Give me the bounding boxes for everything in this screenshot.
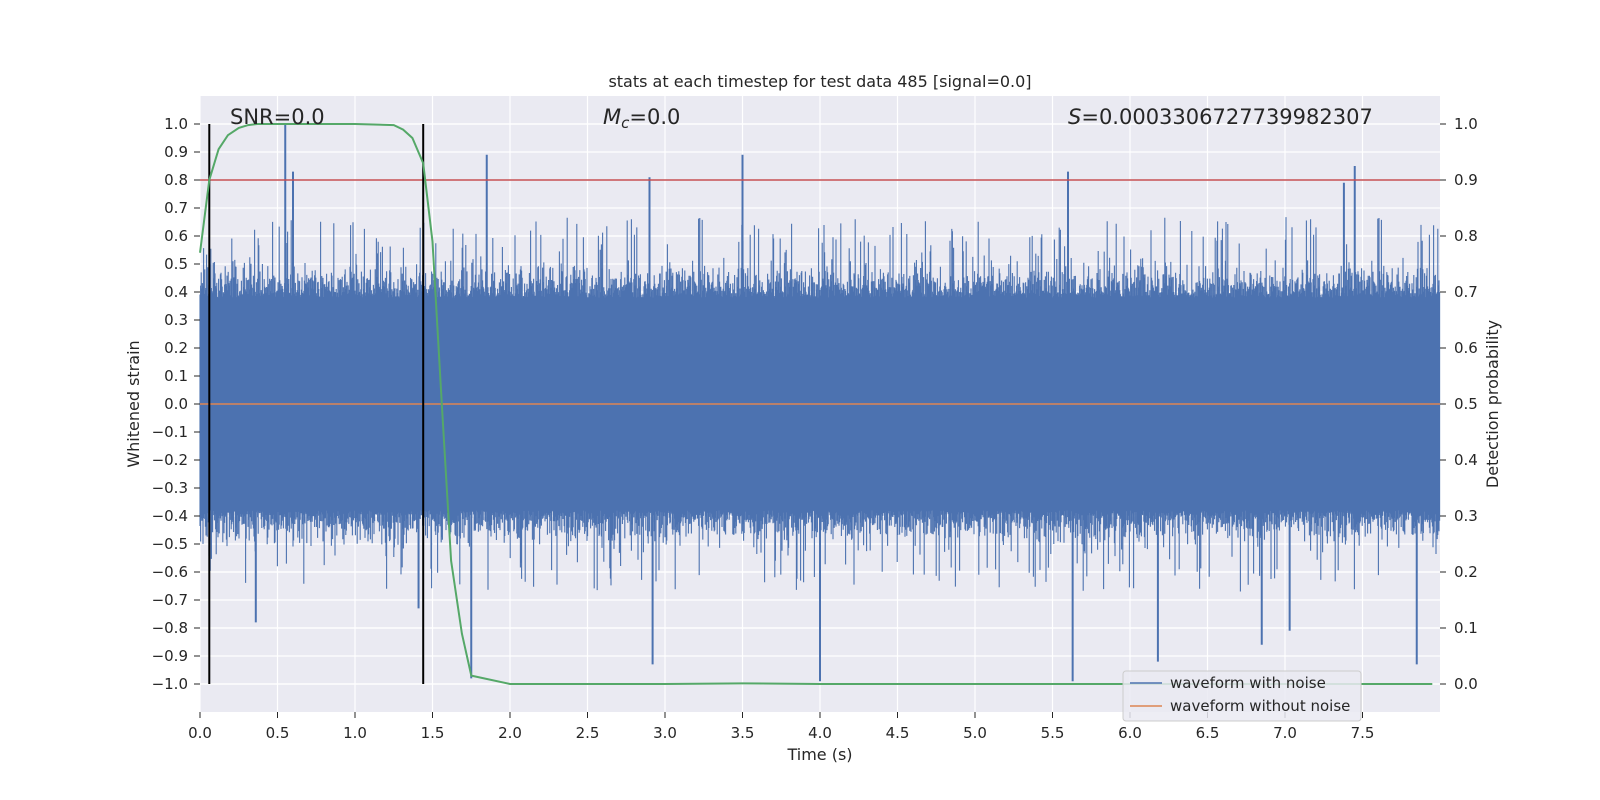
y-right-tick-label: 0.7: [1454, 283, 1478, 301]
x-tick-label: 6.5: [1196, 724, 1220, 742]
y-right-tick-label: 0.3: [1454, 507, 1478, 525]
y-tick-label: 0.7: [164, 199, 188, 217]
y-right-axis-label: Detection probability: [1483, 320, 1502, 488]
y-tick-label: −0.3: [152, 479, 188, 497]
statistic-value: =0.0003306727739982307: [1081, 105, 1373, 129]
x-tick-label: 2.5: [576, 724, 600, 742]
snr-annotation: SNR=0.0: [230, 105, 325, 129]
x-tick-label: 5.5: [1041, 724, 1065, 742]
x-tick-label: 4.5: [886, 724, 910, 742]
y-right-tick-label: 0.4: [1454, 451, 1478, 469]
x-tick-label: 3.0: [653, 724, 677, 742]
y-right-tick-label: 0.9: [1454, 171, 1478, 189]
x-axis-ticks: 0.0 0.5 1.0 1.5 2.0 2.5 3.0 3.5 4.0 4.5 5.0 5.5 6.0 6…: [188, 712, 1374, 742]
x-tick-label: 7.0: [1273, 724, 1297, 742]
y-tick-label: −0.8: [152, 619, 188, 637]
y-axis-label: Whitened strain: [124, 340, 143, 467]
x-axis-label: Time (s): [786, 745, 852, 764]
chirp-mass-value: =0.0: [629, 105, 680, 129]
y-right-tick-label: 0.2: [1454, 563, 1478, 581]
y-tick-label: 0.9: [164, 143, 188, 161]
y-tick-label: −0.6: [152, 563, 188, 581]
y-right-tick-label: 0.8: [1454, 227, 1478, 245]
legend-box: [1122, 670, 1362, 722]
x-tick-label: 3.5: [731, 724, 755, 742]
y-tick-label: 0.3: [164, 311, 188, 329]
x-tick-label: 1.5: [421, 724, 445, 742]
x-tick-label: 4.0: [808, 724, 832, 742]
legend: waveform with noise waveform without noi…: [1122, 670, 1362, 722]
y-tick-label: −0.7: [152, 591, 188, 609]
y-tick-label: 1.0: [164, 115, 188, 133]
y-tick-label: 0.1: [164, 367, 188, 385]
legend-label-clean: waveform without noise: [1170, 697, 1350, 715]
series-detection-probability: [199, 123, 1433, 685]
y-right-tick-label: 0.6: [1454, 339, 1478, 357]
vertical-markers: [208, 124, 425, 684]
y-tick-label: 0.4: [164, 283, 188, 301]
chirp-mass-symbol: M: [603, 105, 621, 129]
statistic-symbol: S: [1068, 105, 1081, 129]
y-tick-label: 0.6: [164, 227, 188, 245]
legend-label-noise: waveform with noise: [1170, 674, 1326, 692]
x-tick-label: 0.5: [266, 724, 290, 742]
statistic-annotation: S=0.0003306727739982307: [1068, 105, 1373, 129]
x-tick-label: 7.5: [1351, 724, 1375, 742]
chirp-mass-subscript: c: [621, 114, 630, 132]
y-tick-label: −0.2: [152, 451, 188, 469]
x-tick-label: 5.0: [963, 724, 987, 742]
x-tick-label: 0.0: [188, 724, 212, 742]
y-tick-label: −0.9: [152, 647, 188, 665]
y-right-tick-label: 0.1: [1454, 619, 1478, 637]
y-right-tick-label: 0.0: [1454, 675, 1478, 693]
x-tick-label: 2.0: [498, 724, 522, 742]
x-tick-label: 6.0: [1118, 724, 1142, 742]
y-right-tick-label: 0.5: [1454, 395, 1478, 413]
y-tick-label: 0.0: [164, 395, 188, 413]
series-waveform-with-noise: [199, 124, 1441, 682]
x-tick-label: 1.0: [343, 724, 367, 742]
y-tick-label: −0.5: [152, 535, 188, 553]
y-axis-ticks: 1.0 0.9 0.8 0.7 0.6 0.5 0.4 0.3 0.2 0.1 0.0 −0.1 −0.…: [152, 115, 200, 693]
y-tick-label: −1.0: [152, 675, 188, 693]
y-tick-label: −0.1: [152, 423, 188, 441]
probability-trace: [199, 123, 1433, 685]
y-tick-label: 0.8: [164, 171, 188, 189]
y-right-tick-label: 1.0: [1454, 115, 1478, 133]
y-right-axis-ticks: 1.0 0.9 0.8 0.7 0.6 0.5 0.4 0.3 0.2 0.1 0.0: [1440, 115, 1478, 693]
chart-title: stats at each timestep for test data 485…: [608, 72, 1031, 91]
y-tick-label: −0.4: [152, 507, 188, 525]
chirp-mass-annotation: Mc=0.0: [603, 105, 680, 132]
y-tick-label: 0.5: [164, 255, 188, 273]
y-tick-label: 0.2: [164, 339, 188, 357]
